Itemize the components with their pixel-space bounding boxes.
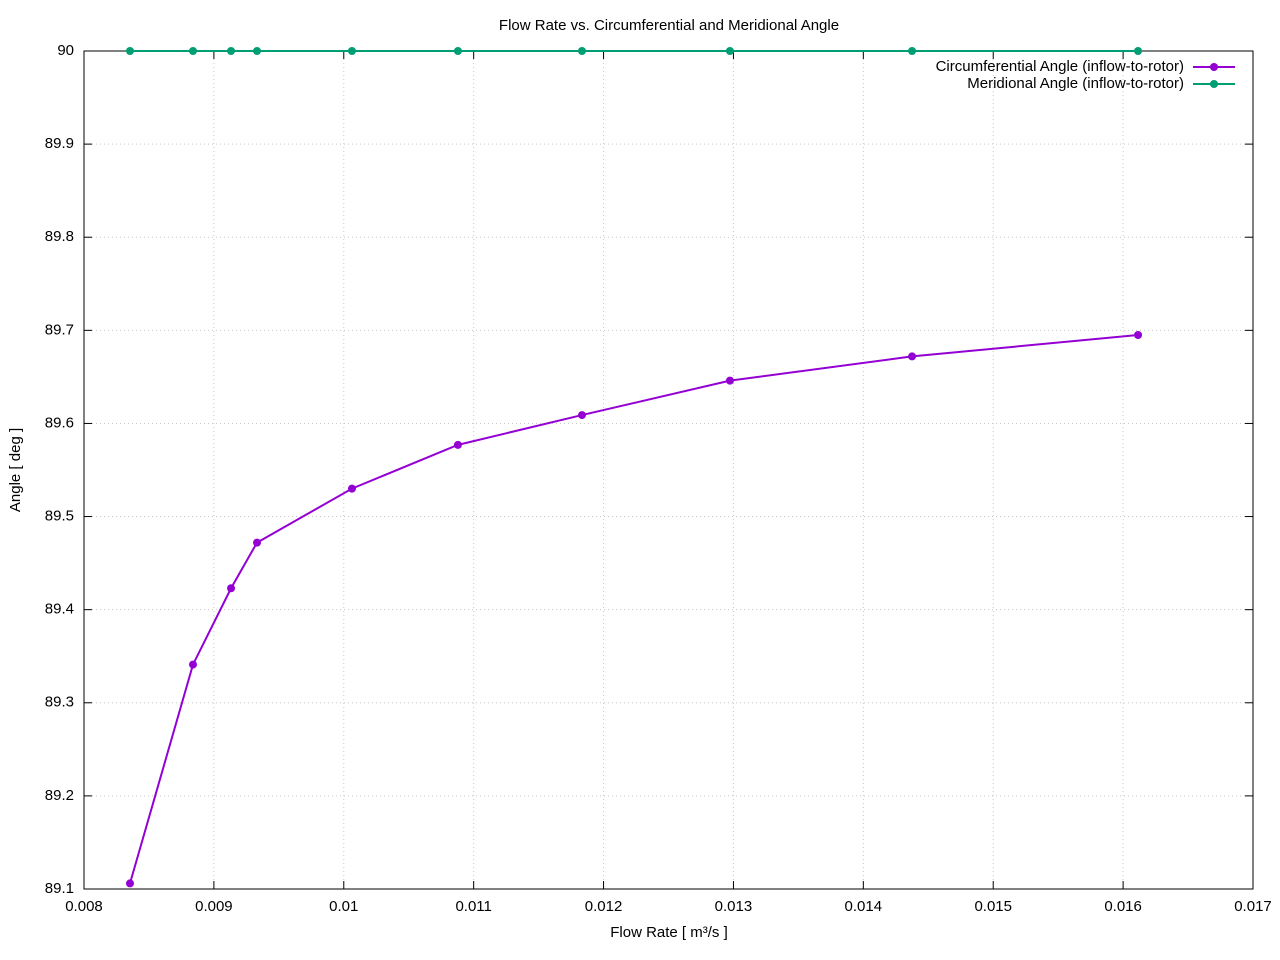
- x-tick-label: 0.015: [974, 898, 1012, 915]
- data-point: [453, 47, 462, 55]
- data-point: [577, 411, 586, 420]
- y-tick-label: 89.6: [45, 414, 74, 431]
- x-tick-label: 0.011: [455, 898, 491, 915]
- data-point: [347, 484, 356, 493]
- series-line: [129, 333, 1139, 884]
- data-point: [347, 47, 356, 55]
- y-tick-label: 89.3: [45, 694, 74, 711]
- y-tick-label: 89.2: [45, 787, 74, 804]
- data-point: [188, 47, 197, 55]
- x-tick-label: 0.017: [1234, 898, 1272, 915]
- legend-label: Meridional Angle (inflow-to-rotor): [967, 75, 1184, 92]
- y-tick-label: 89.4: [45, 601, 74, 618]
- data-point: [908, 47, 917, 55]
- x-tick-label: 0.01: [329, 898, 358, 915]
- legend-label: Circumferential Angle (inflow-to-rotor): [936, 58, 1184, 75]
- x-tick-label: 0.012: [585, 898, 623, 915]
- y-tick-label: 89.9: [45, 135, 74, 152]
- x-axis-label: Flow Rate [ m³/s ]: [610, 924, 728, 941]
- data-point: [725, 47, 734, 55]
- data-point: [227, 47, 236, 55]
- y-axis-label: Angle [ deg ]: [7, 428, 24, 512]
- y-tick-label: 89.1: [45, 880, 74, 897]
- data-point: [253, 538, 262, 547]
- legend-marker: [1210, 63, 1218, 71]
- data-point: [453, 440, 462, 449]
- data-point: [125, 47, 134, 55]
- data-point: [227, 584, 236, 593]
- data-point: [125, 879, 134, 888]
- data-point: [1134, 330, 1143, 339]
- x-tick-label: 0.016: [1104, 898, 1142, 915]
- data-point: [253, 47, 262, 55]
- y-tick-label: 89.8: [45, 228, 74, 245]
- data-point: [908, 352, 917, 361]
- data-point: [725, 376, 734, 385]
- x-tick-label: 0.013: [715, 898, 753, 915]
- legend-marker: [1210, 80, 1218, 88]
- chart-title: Flow Rate vs. Circumferential and Meridi…: [499, 17, 839, 34]
- x-tick-label: 0.008: [65, 898, 103, 915]
- data-point: [188, 660, 197, 669]
- x-tick-label: 0.014: [845, 898, 883, 915]
- y-tick-label: 89.7: [45, 321, 74, 338]
- x-tick-label: 0.009: [195, 898, 233, 915]
- y-tick-label: 89.5: [45, 508, 74, 525]
- data-point: [577, 47, 586, 55]
- y-tick-label: 90: [57, 42, 74, 59]
- data-point: [1134, 47, 1143, 55]
